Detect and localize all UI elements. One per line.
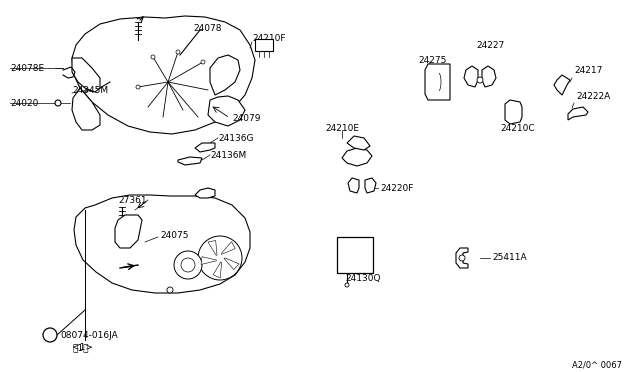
Polygon shape bbox=[347, 136, 370, 150]
Polygon shape bbox=[115, 215, 142, 248]
Polygon shape bbox=[213, 262, 221, 278]
Circle shape bbox=[459, 255, 465, 261]
Polygon shape bbox=[348, 178, 359, 193]
Polygon shape bbox=[365, 178, 376, 193]
Text: A2/0^ 0067: A2/0^ 0067 bbox=[572, 360, 622, 369]
Text: 24210C: 24210C bbox=[500, 124, 534, 132]
Text: 25411A: 25411A bbox=[492, 253, 527, 263]
Text: 、1、: 、1、 bbox=[72, 343, 88, 353]
Circle shape bbox=[477, 77, 483, 83]
Polygon shape bbox=[210, 55, 240, 95]
Polygon shape bbox=[74, 195, 250, 293]
Polygon shape bbox=[224, 258, 239, 270]
Circle shape bbox=[201, 60, 205, 64]
Polygon shape bbox=[178, 157, 202, 165]
Text: 08074-016JA: 08074-016JA bbox=[60, 330, 118, 340]
Circle shape bbox=[55, 100, 61, 106]
Text: 24275: 24275 bbox=[418, 55, 446, 64]
Polygon shape bbox=[72, 88, 100, 130]
Text: 27361: 27361 bbox=[118, 196, 147, 205]
Polygon shape bbox=[208, 241, 217, 255]
Text: 24227: 24227 bbox=[476, 41, 504, 49]
Polygon shape bbox=[72, 16, 255, 134]
Text: 24217: 24217 bbox=[574, 65, 602, 74]
Text: 24210E: 24210E bbox=[325, 124, 359, 132]
Polygon shape bbox=[456, 248, 468, 268]
Text: 24078: 24078 bbox=[193, 23, 221, 32]
Text: 24220F: 24220F bbox=[380, 183, 413, 192]
Circle shape bbox=[181, 258, 195, 272]
Polygon shape bbox=[72, 58, 100, 92]
Polygon shape bbox=[482, 66, 496, 87]
Polygon shape bbox=[554, 75, 570, 95]
Circle shape bbox=[151, 55, 155, 59]
Polygon shape bbox=[568, 107, 588, 120]
Text: 24345M: 24345M bbox=[72, 86, 108, 94]
Text: 24079: 24079 bbox=[232, 113, 260, 122]
Polygon shape bbox=[505, 100, 522, 124]
Text: 24222A: 24222A bbox=[576, 92, 611, 100]
Circle shape bbox=[345, 283, 349, 287]
Polygon shape bbox=[195, 143, 215, 152]
Polygon shape bbox=[342, 148, 372, 166]
Text: 24078E: 24078E bbox=[10, 64, 44, 73]
Polygon shape bbox=[425, 64, 450, 100]
Polygon shape bbox=[208, 96, 245, 126]
Polygon shape bbox=[195, 188, 215, 198]
Text: 24210F: 24210F bbox=[252, 33, 285, 42]
Text: 24136G: 24136G bbox=[218, 134, 253, 142]
Text: 24136M: 24136M bbox=[210, 151, 246, 160]
Circle shape bbox=[136, 85, 140, 89]
Text: <1>: <1> bbox=[72, 343, 93, 353]
Polygon shape bbox=[201, 257, 216, 264]
Circle shape bbox=[198, 236, 242, 280]
FancyBboxPatch shape bbox=[337, 237, 373, 273]
Text: 24075: 24075 bbox=[160, 231, 189, 240]
Polygon shape bbox=[464, 66, 478, 87]
Text: 24020: 24020 bbox=[10, 99, 38, 108]
Text: 24130Q: 24130Q bbox=[345, 273, 381, 282]
Circle shape bbox=[174, 251, 202, 279]
Circle shape bbox=[167, 287, 173, 293]
Text: B: B bbox=[47, 330, 53, 340]
Circle shape bbox=[176, 50, 180, 54]
Circle shape bbox=[43, 328, 57, 342]
Polygon shape bbox=[221, 242, 236, 254]
FancyBboxPatch shape bbox=[255, 39, 273, 51]
